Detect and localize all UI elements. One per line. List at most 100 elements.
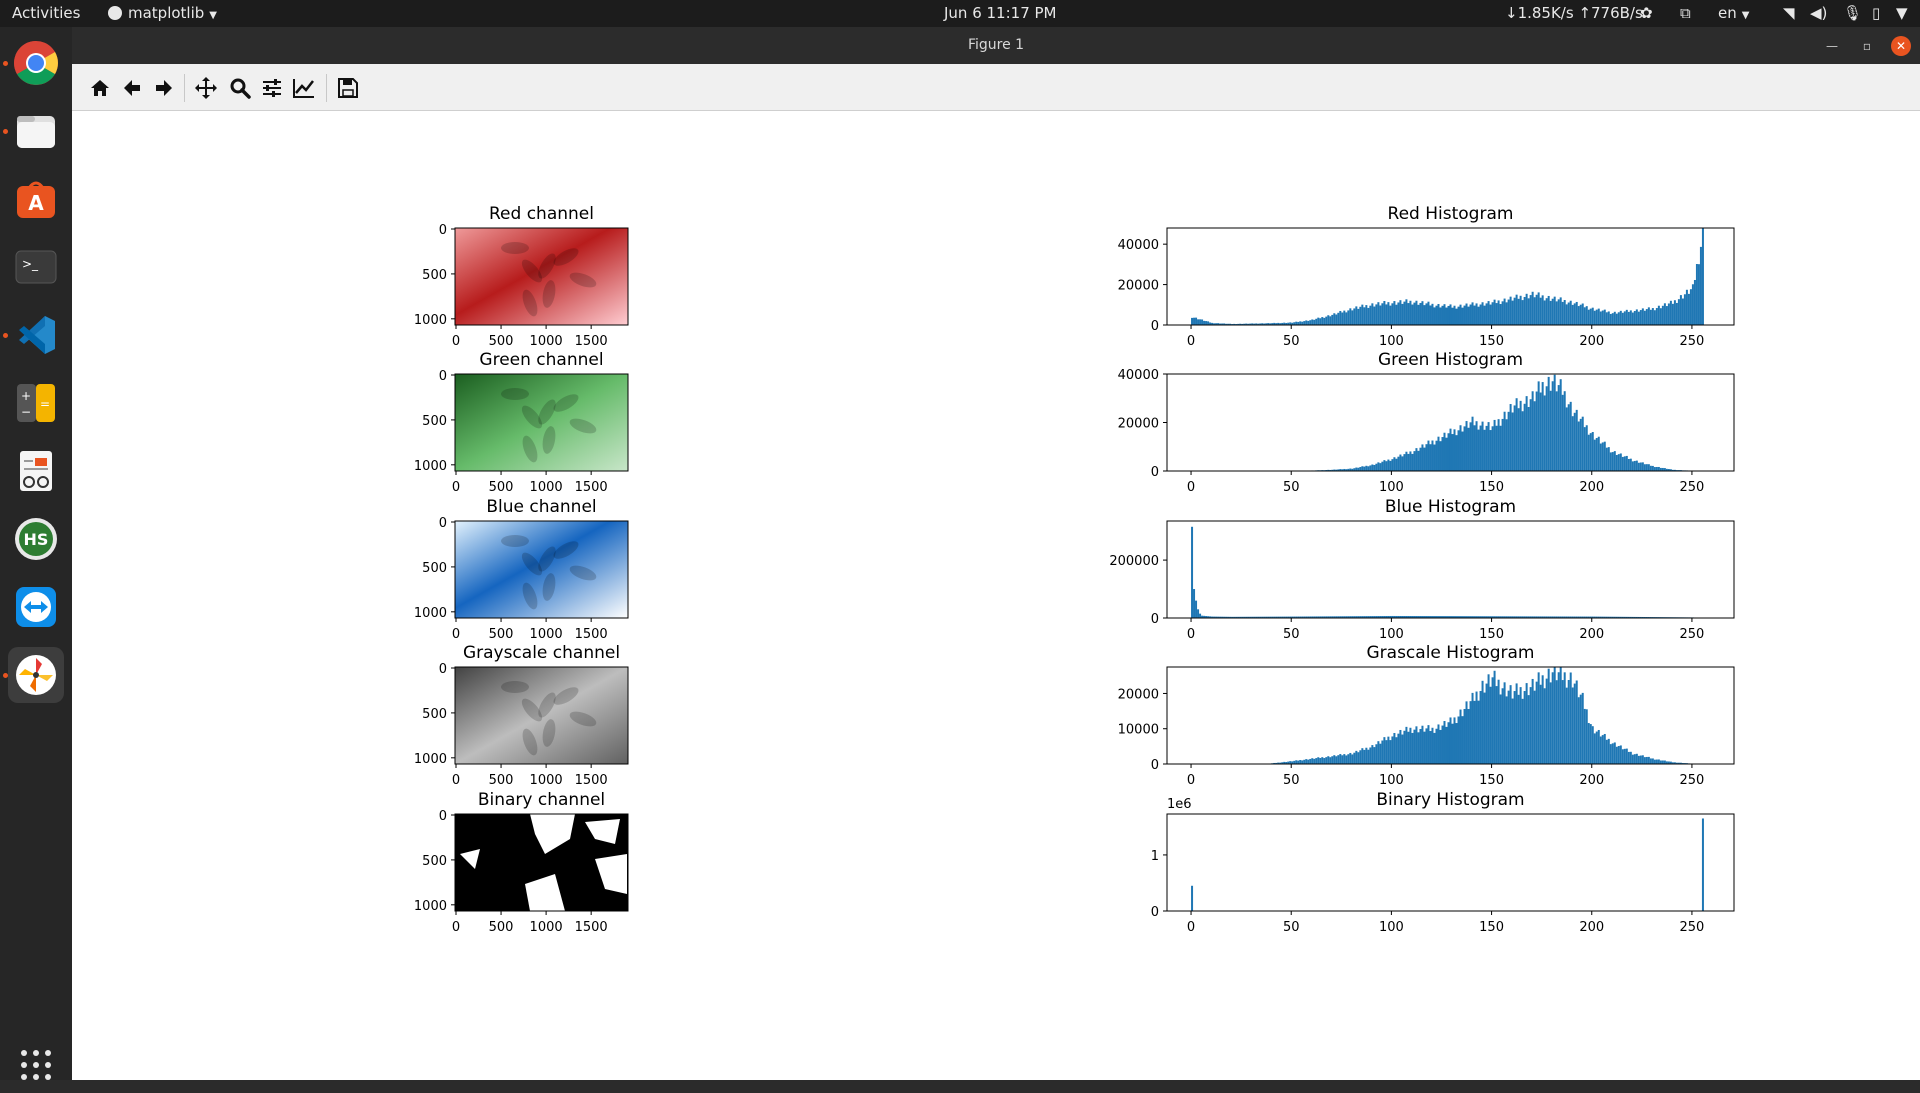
histogram-bar (1369, 747, 1371, 764)
zoom-icon[interactable] (226, 74, 254, 102)
chrome-icon[interactable] (8, 35, 64, 91)
software-center-icon[interactable]: A (8, 171, 64, 227)
svg-text:HS: HS (24, 530, 49, 549)
x-tick-label: 200 (1579, 773, 1604, 788)
histogram-bar (1423, 448, 1425, 471)
x-tick-label: 1500 (575, 920, 608, 935)
histogram-bar (1570, 672, 1572, 764)
histogram-bar (1377, 462, 1379, 471)
histogram-bar (1586, 425, 1588, 471)
histogram-bar (1367, 750, 1369, 764)
histogram-bar (1548, 669, 1550, 764)
histogram-bar (1439, 730, 1441, 764)
network-speed-indicator[interactable]: ↓1.85K/s ↑776B/s (1505, 4, 1643, 22)
histogram-bar (1672, 304, 1674, 325)
pinwheel-app-icon[interactable] (8, 647, 64, 703)
histogram-bar (1604, 310, 1606, 325)
histogram-bar (1201, 319, 1203, 325)
extension-icon[interactable]: ✿ (1640, 4, 1653, 22)
forward-icon[interactable] (150, 74, 178, 102)
histogram-bar (1415, 301, 1417, 325)
histogram-bar (1546, 679, 1548, 764)
minimize-button[interactable]: — (1822, 36, 1842, 56)
app-menu[interactable]: matplotlib▼ (108, 4, 217, 22)
wifi-icon[interactable]: ◥ (1783, 4, 1795, 22)
show-applications-icon[interactable] (8, 1037, 64, 1093)
histogram-bar (1534, 297, 1536, 325)
svg-text:>_: >_ (22, 257, 39, 271)
image-title: Blue channel (486, 497, 596, 517)
histogram-bar (1383, 737, 1385, 764)
window-titlebar[interactable]: Figure 1 — ▫ ✕ (72, 27, 1920, 64)
x-tick-label: 200 (1579, 627, 1604, 642)
histogram-bar (1470, 701, 1472, 764)
histogram-bar (1504, 412, 1506, 471)
histogram-bar (1339, 754, 1341, 764)
histogram-title: Grascale Histogram (1367, 643, 1535, 663)
histogram-bar (1207, 321, 1209, 325)
hs-icon[interactable]: HS (8, 511, 64, 567)
configure-subplots-icon[interactable] (258, 74, 286, 102)
microphone-icon[interactable]: 🎙 (1843, 4, 1862, 22)
teamviewer-icon[interactable] (8, 579, 64, 635)
histogram-bar (1357, 752, 1359, 764)
histogram-bar (1347, 754, 1349, 764)
histogram-bar (1636, 309, 1638, 325)
y-tick-label: 0 (439, 809, 447, 824)
histogram-bar (1321, 317, 1323, 325)
close-button[interactable]: ✕ (1891, 36, 1911, 56)
vscode-icon[interactable] (8, 307, 64, 363)
histogram-bar (1496, 426, 1498, 471)
histogram-bar (1616, 455, 1618, 471)
home-icon[interactable] (86, 74, 114, 102)
back-icon[interactable] (118, 74, 146, 102)
histogram-bar (1578, 306, 1580, 325)
histogram-bar (1447, 433, 1449, 471)
edit-axes-icon[interactable] (290, 74, 318, 102)
histogram-bar (1642, 308, 1644, 325)
histogram-bar (1610, 452, 1612, 471)
histogram-bar (1534, 691, 1536, 764)
save-icon[interactable] (334, 74, 362, 102)
clock[interactable]: Jun 6 11:17 PM (944, 4, 1057, 22)
histogram-bar (1375, 464, 1377, 471)
histogram-bar (1556, 680, 1558, 764)
histogram-bar (1439, 307, 1441, 325)
activities-button[interactable]: Activities (12, 4, 80, 22)
histogram-bar (1586, 306, 1588, 325)
histogram-bar (1486, 303, 1488, 325)
histogram-bar (1602, 735, 1604, 764)
toolbar-separator (326, 74, 327, 102)
histogram-bar (1618, 454, 1620, 471)
histogram-bar (1470, 305, 1472, 325)
histogram-bar (1654, 760, 1656, 764)
battery-icon[interactable]: ▯ (1872, 4, 1880, 22)
histogram-bar (1387, 737, 1389, 764)
y-tick-label: 1000 (414, 752, 447, 767)
system-menu-chevron-icon[interactable]: ▼ (1896, 4, 1908, 22)
histogram-bar (1554, 297, 1556, 325)
histogram-bar (1427, 441, 1429, 471)
histogram-bar (1506, 696, 1508, 764)
maximize-button[interactable]: ▫ (1857, 36, 1877, 56)
histogram-bar (1373, 465, 1375, 471)
histogram-bar (1468, 428, 1470, 471)
files-icon[interactable] (8, 103, 64, 159)
histogram-bar (1397, 734, 1399, 764)
histogram-bar (1305, 759, 1307, 764)
volume-icon[interactable]: ◀) (1810, 4, 1827, 22)
histogram-bar (1596, 438, 1598, 471)
y-tick-label: 0 (1151, 612, 1159, 627)
pan-icon[interactable] (192, 74, 220, 102)
x-tick-label: 0 (1187, 480, 1195, 495)
calculator-icon[interactable]: +−= (8, 375, 64, 431)
terminal-icon[interactable]: >_ (8, 239, 64, 295)
document-viewer-icon[interactable] (8, 443, 64, 499)
screen-share-icon[interactable]: ⧉ (1680, 4, 1691, 22)
language-selector[interactable]: en▼ (1718, 4, 1749, 22)
histogram-bar (1403, 731, 1405, 764)
